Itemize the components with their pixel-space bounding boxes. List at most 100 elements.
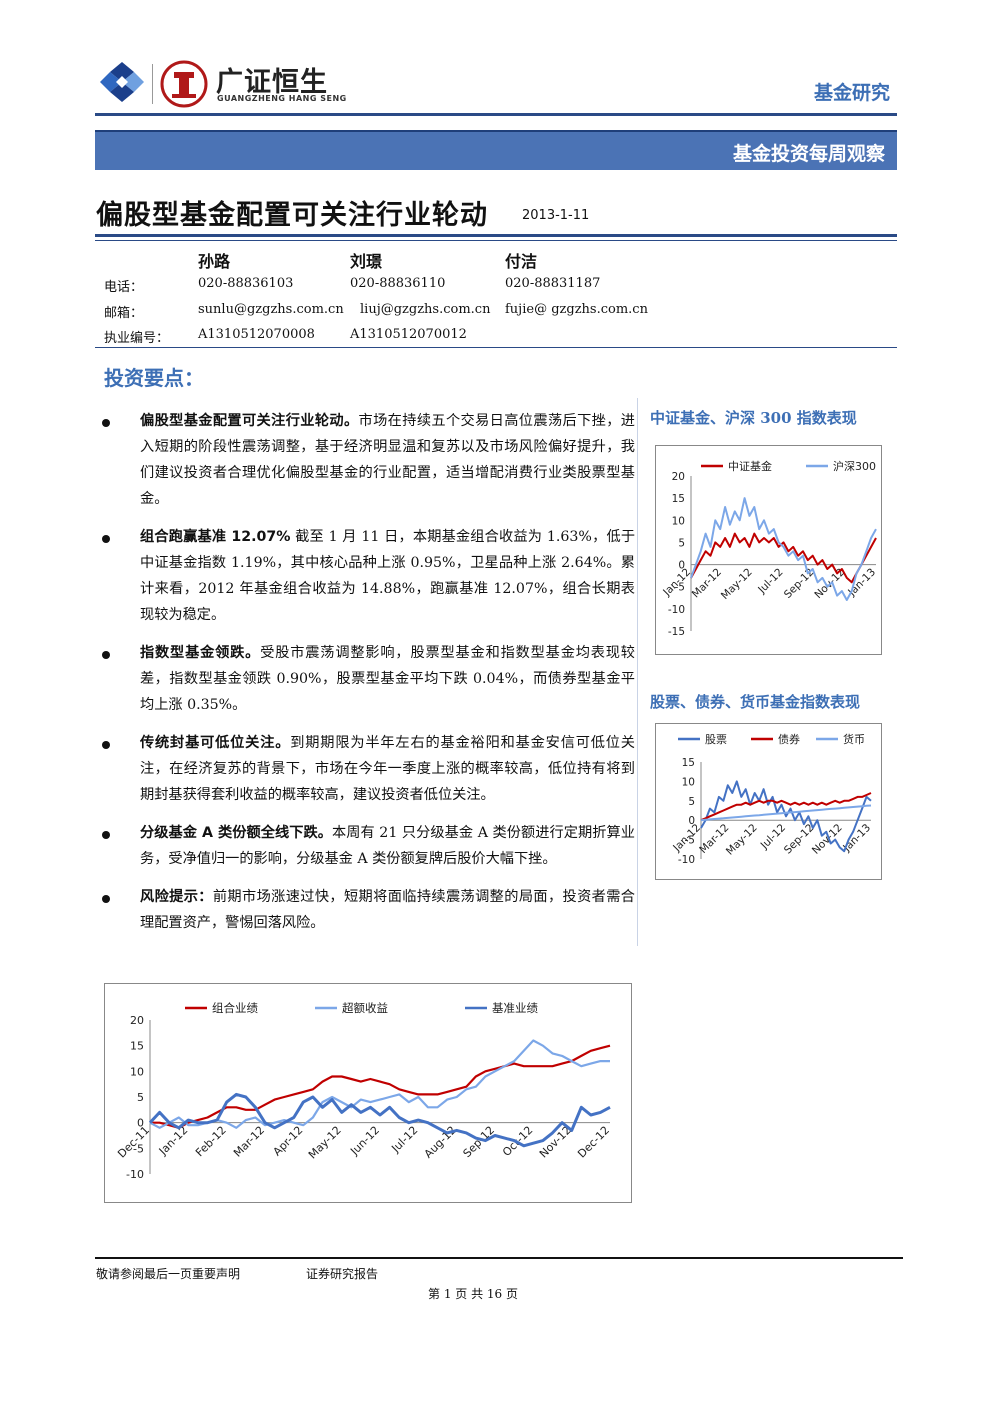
key-point: 传统封基可低位关注。到期期限为半年左右的基金裕阳和基金安信可低位关注，在经济复苏… bbox=[100, 730, 635, 808]
series-line bbox=[148, 1092, 611, 1148]
y-tick-label: 0 bbox=[688, 815, 695, 827]
email-label: 邮箱： bbox=[104, 306, 144, 321]
phone-label: 电话： bbox=[104, 280, 144, 295]
key-point-text: 截至 1 月 11 日，本期基金组合收益为 1.63%，低于中证基金指数 1.1… bbox=[140, 529, 636, 623]
y-tick-label: 5 bbox=[137, 1091, 144, 1104]
x-tick-label: Sep-12 bbox=[782, 822, 817, 857]
bullet-dot-icon bbox=[102, 895, 110, 903]
license-label: 执业编号： bbox=[104, 331, 170, 346]
author-phone: 020-88836110 bbox=[350, 276, 446, 291]
key-point-text: 前期市场涨速过快，短期将面临持续震荡调整的局面，投资者需合理配置资产，警惕回落风… bbox=[140, 889, 635, 931]
bullet-dot-icon bbox=[102, 741, 110, 749]
author-license: A1310512070012 bbox=[350, 327, 467, 342]
header-rule bbox=[95, 113, 897, 116]
key-point: 组合跑赢基准 12.07% 截至 1 月 11 日，本期基金组合收益为 1.63… bbox=[100, 524, 635, 628]
x-tick-label: Jul-12 bbox=[388, 1124, 420, 1156]
footer-report-type: 证券研究报告 bbox=[306, 1267, 379, 1281]
legend-label: 债券 bbox=[778, 732, 800, 746]
y-tick-label: 0 bbox=[137, 1117, 144, 1130]
key-point-lead: 偏股型基金配置可关注行业轮动。 bbox=[140, 413, 359, 429]
author-email[interactable]: liuj@gzgzhs.com.cn bbox=[360, 302, 491, 317]
key-point: 分级基金 A 类份额全线下跌。本周有 21 只分级基金 A 类份额进行定期折算业… bbox=[100, 820, 635, 872]
key-point-text: 市场在持续五个交易日高位震荡后下挫，进入短期的阶段性震荡调整，基于经济明显温和复… bbox=[140, 413, 635, 507]
author-phone: 020-88831187 bbox=[505, 276, 601, 291]
banner-title: 基金投资每周观察 bbox=[732, 143, 885, 165]
y-tick-label: 0 bbox=[678, 560, 685, 572]
key-points-heading: 投资要点： bbox=[104, 366, 204, 390]
y-tick-label: 20 bbox=[672, 471, 685, 483]
series-line bbox=[700, 792, 872, 822]
series-line bbox=[690, 497, 877, 601]
author-name: 孙路 bbox=[198, 252, 231, 271]
key-point-lead: 指数型基金领跌。 bbox=[140, 645, 261, 661]
y-tick-label: 15 bbox=[130, 1040, 144, 1053]
x-tick-label: Sep-12 bbox=[461, 1124, 498, 1161]
chart-fund-index: 20 15 10 5 0 -5 -10 -15 Jan-12 Mar-12 May-12 Jul-12… bbox=[655, 445, 882, 655]
x-tick-label: May-12 bbox=[719, 566, 755, 602]
bullet-dot-icon bbox=[102, 651, 110, 659]
author-email[interactable]: sunlu@gzgzhs.com.cn bbox=[198, 302, 344, 317]
key-points-list: 偏股型基金配置可关注行业轮动。市场在持续五个交易日高位震荡后下挫，进入短期的阶段… bbox=[100, 408, 635, 948]
y-tick-label: 15 bbox=[682, 757, 695, 769]
y-tick-label: -10 bbox=[126, 1168, 144, 1181]
y-tick-label: 15 bbox=[672, 493, 685, 505]
author-name: 付洁 bbox=[505, 252, 538, 271]
title-rule-thin bbox=[95, 240, 897, 241]
bullet-dot-icon bbox=[102, 419, 110, 427]
author-email[interactable]: fujie@ gzgzhs.com.cn bbox=[505, 302, 648, 317]
footer-rule bbox=[95, 1257, 903, 1259]
x-tick-label: May-12 bbox=[306, 1124, 344, 1162]
key-point-text: 本周有 21 只分级基金 A 类份额进行定期折算业务，受净值归一的影响，分级基金… bbox=[140, 825, 635, 867]
seal-logo-icon bbox=[160, 60, 208, 108]
report-banner: 基金投资每周观察 bbox=[95, 130, 897, 170]
x-tick-label: Feb-12 bbox=[193, 1124, 229, 1160]
y-tick-label: 5 bbox=[688, 796, 695, 808]
key-point-lead: 传统封基可低位关注。 bbox=[140, 735, 291, 751]
y-tick-label: 5 bbox=[678, 537, 685, 549]
key-point: 指数型基金领跌。受股市震荡调整影响，股票型基金和指数型基金均表现较差，指数型基金… bbox=[100, 640, 635, 718]
legend-label: 超额收益 bbox=[342, 1001, 388, 1015]
series-line bbox=[700, 780, 872, 853]
y-tick-label: -5 bbox=[685, 835, 695, 847]
chart-stock-bond-money: 15 10 5 0 -5 -10 Jan-12 Mar-12 May-12 Jul-12 Sep-1… bbox=[655, 723, 882, 880]
legend-label: 中证基金 bbox=[728, 459, 772, 473]
y-tick-label: -15 bbox=[668, 626, 685, 638]
series-line bbox=[700, 804, 872, 822]
title-rule bbox=[95, 234, 897, 237]
brand-name: 广证恒生 bbox=[216, 67, 328, 98]
legend-label: 沪深300 bbox=[833, 459, 876, 473]
contact-rule bbox=[95, 347, 897, 348]
y-tick-label: 10 bbox=[682, 776, 695, 788]
footer-disclaimer: 敬请参阅最后一页重要声明 bbox=[96, 1267, 241, 1281]
y-tick-label: -5 bbox=[675, 582, 685, 594]
legend-label: 组合业绩 bbox=[212, 1001, 258, 1015]
y-tick-label: -10 bbox=[668, 604, 685, 616]
y-tick-label: 20 bbox=[130, 1014, 144, 1027]
company-logo-icon bbox=[100, 62, 144, 102]
author-license: A1310512070008 bbox=[198, 327, 315, 342]
page-number: 第 1 页 共 16 页 bbox=[428, 1287, 518, 1301]
x-tick-label: Nov-12 bbox=[810, 822, 845, 857]
series-line bbox=[150, 1044, 611, 1129]
report-date: 2013-1-11 bbox=[522, 208, 590, 223]
key-point-lead: 分级基金 A 类份额全线下跌。 bbox=[140, 825, 332, 841]
x-tick-label: May-12 bbox=[724, 822, 760, 858]
x-tick-label: Jun-12 bbox=[347, 1124, 382, 1159]
y-tick-label: 10 bbox=[130, 1065, 144, 1078]
series-line bbox=[149, 1039, 610, 1129]
legend-label: 货币 bbox=[843, 732, 865, 746]
series-line bbox=[690, 532, 877, 584]
side-chart-title: 股票、债券、货币基金指数表现 bbox=[650, 693, 861, 711]
x-tick-label: Jan-12 bbox=[660, 566, 693, 599]
key-point-text: 受股市震荡调整影响，股票型基金和指数型基金均表现较差，指数型基金领跌 0.90%… bbox=[140, 645, 635, 713]
key-point: 风险提示：前期市场涨速过快，短期将面临持续震荡调整的局面，投资者需合理配置资产，… bbox=[100, 884, 635, 936]
chart-svg: 151050-5-10Jan-12Mar-12May-12Jul-12Sep-1… bbox=[670, 732, 873, 866]
y-tick-label: -10 bbox=[678, 854, 695, 866]
chart-portfolio: 20 15 10 5 0 -5 -10 Dec-11 Jan-12 Feb-12 Mar-12 Apr… bbox=[104, 983, 632, 1203]
sidebar-divider bbox=[637, 398, 638, 946]
logo-divider bbox=[152, 64, 153, 104]
key-point-lead: 风险提示： bbox=[140, 889, 213, 905]
key-point: 偏股型基金配置可关注行业轮动。市场在持续五个交易日高位震荡后下挫，进入短期的阶段… bbox=[100, 408, 635, 512]
